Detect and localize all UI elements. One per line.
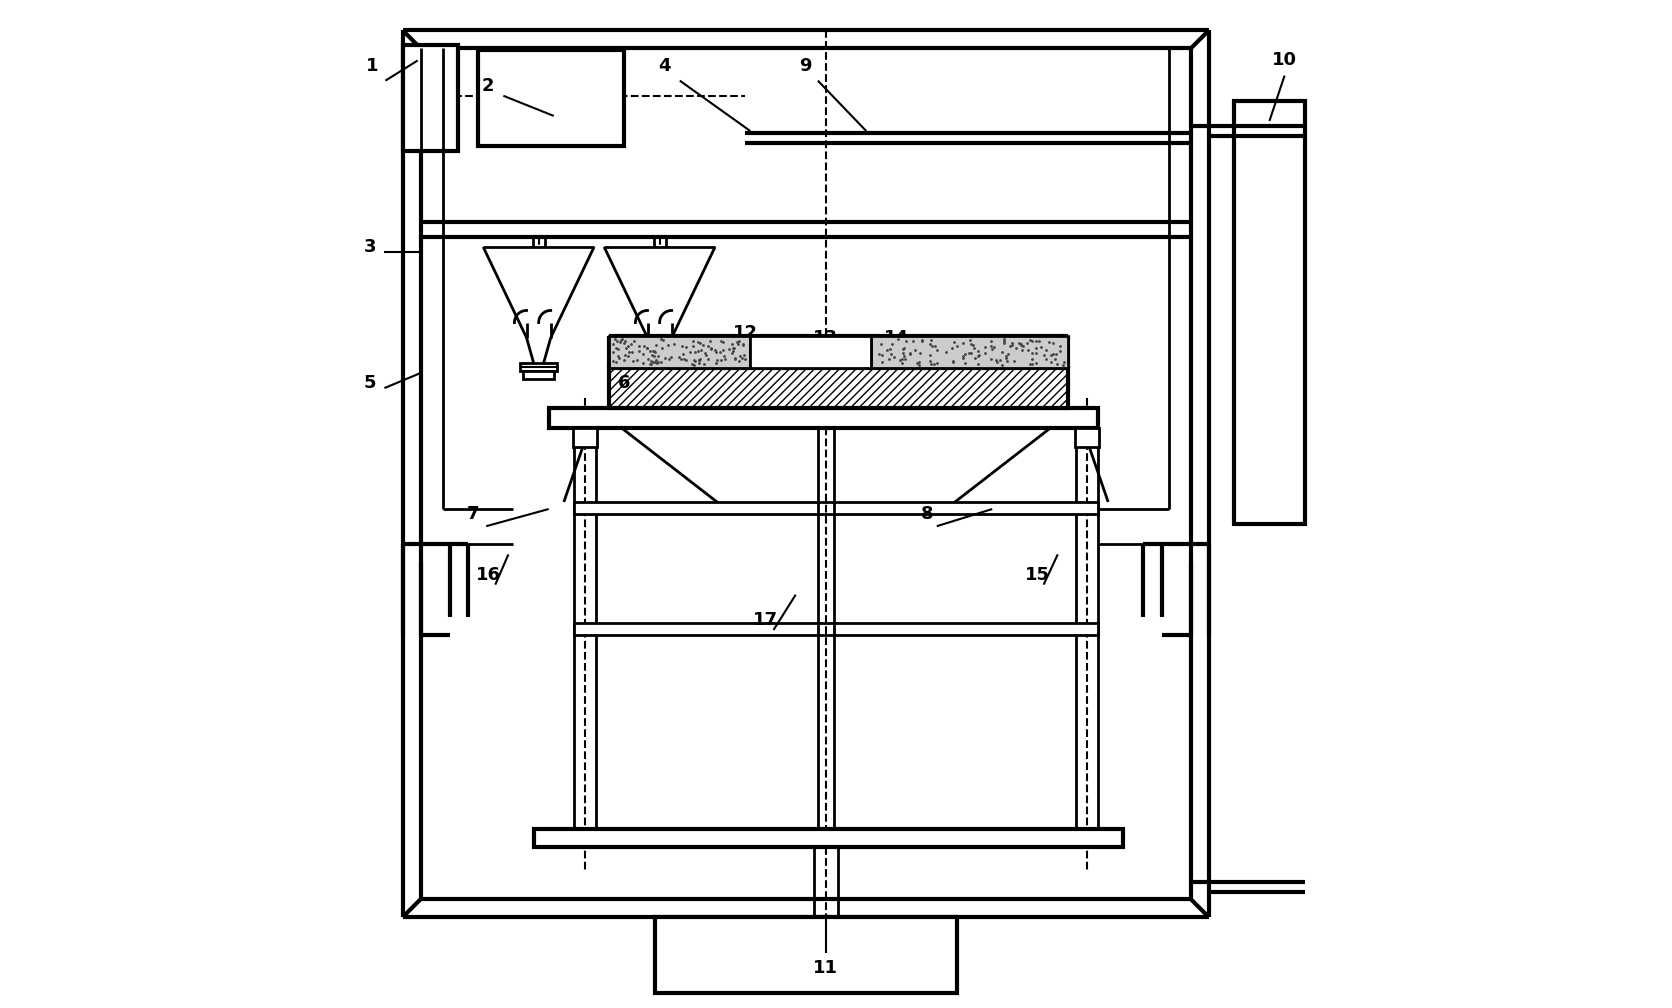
Bar xyxy=(403,45,458,151)
Bar xyxy=(751,336,871,368)
Bar xyxy=(573,623,1099,635)
Bar xyxy=(871,336,1068,368)
Bar xyxy=(642,363,677,371)
Text: 3: 3 xyxy=(364,238,376,256)
Text: 4: 4 xyxy=(659,56,670,75)
Bar xyxy=(609,336,751,368)
Text: 5: 5 xyxy=(364,374,376,392)
Text: 12: 12 xyxy=(732,324,757,342)
Bar xyxy=(609,368,1068,408)
Text: 17: 17 xyxy=(752,611,777,629)
Text: 2: 2 xyxy=(482,77,495,95)
Bar xyxy=(478,50,624,146)
Text: 13: 13 xyxy=(813,329,838,347)
Text: 6: 6 xyxy=(619,374,630,392)
Text: 1: 1 xyxy=(366,56,378,75)
Bar xyxy=(548,408,1099,428)
Bar xyxy=(1234,101,1304,524)
Text: 16: 16 xyxy=(477,565,500,584)
Text: 9: 9 xyxy=(799,56,813,75)
Text: 10: 10 xyxy=(1272,51,1297,70)
Bar xyxy=(533,829,1124,847)
Bar xyxy=(644,371,675,379)
Bar xyxy=(654,917,956,993)
Text: 15: 15 xyxy=(1025,565,1050,584)
Text: 14: 14 xyxy=(884,329,910,347)
Bar xyxy=(520,363,557,371)
Text: 11: 11 xyxy=(813,959,838,977)
Bar xyxy=(1075,428,1099,447)
Bar xyxy=(523,371,553,379)
Text: 7: 7 xyxy=(466,505,480,523)
Bar xyxy=(573,428,597,447)
Text: 8: 8 xyxy=(920,505,933,523)
Bar xyxy=(573,502,1099,514)
